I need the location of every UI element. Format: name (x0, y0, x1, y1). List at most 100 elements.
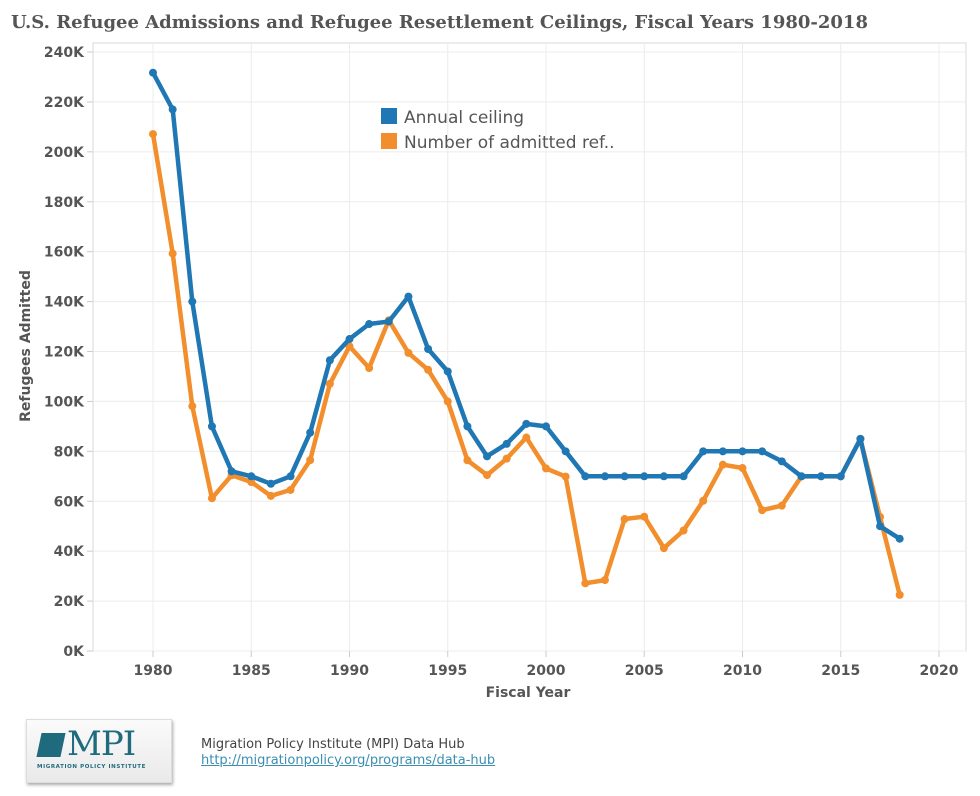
data-point (286, 472, 295, 481)
data-point (149, 130, 157, 139)
data-point (679, 526, 688, 535)
y-tick-label: 0K (63, 644, 85, 660)
y-axis-ticks: 0K 20K 40K 60K 80K 100K 120K 140K 160K 180K 200K 22… (44, 45, 93, 660)
data-point (836, 472, 845, 481)
x-tick-label: 2020 (920, 663, 959, 679)
data-point (168, 249, 177, 258)
series-group (149, 68, 904, 599)
series-number-of-admitted-ref (149, 130, 904, 599)
data-point (266, 479, 275, 488)
data-point (443, 367, 452, 376)
data-point (659, 544, 668, 553)
data-point (659, 472, 668, 481)
y-axis-title: Refugees Admitted (18, 270, 34, 422)
data-point (895, 534, 904, 543)
series-line-number-of-admitted-ref (150, 131, 902, 598)
data-point (306, 456, 315, 465)
data-point (424, 365, 433, 374)
gridlines (92, 42, 967, 652)
data-point (306, 428, 315, 437)
logo-text: MPI (67, 724, 136, 764)
data-point (561, 447, 570, 456)
data-point (502, 454, 511, 463)
data-point (797, 472, 806, 481)
data-point (168, 105, 177, 114)
data-point (365, 363, 374, 372)
data-point (738, 447, 747, 456)
y-tick-label: 240K (44, 45, 85, 61)
y-tick-label: 120K (44, 345, 85, 361)
data-point (758, 506, 767, 515)
legend: Annual ceiling Number of admitted ref.. (381, 108, 615, 153)
data-point (247, 472, 256, 481)
data-point (718, 460, 727, 469)
data-point (365, 320, 374, 329)
data-point (856, 434, 865, 443)
data-point (758, 447, 767, 456)
y-tick-label: 220K (44, 95, 85, 111)
data-point (188, 402, 197, 411)
legend-label-annual-ceiling: Annual ceiling (404, 108, 524, 128)
data-point (738, 464, 747, 473)
legend-swatch-annual-ceiling (381, 108, 397, 124)
x-tick-label: 2000 (527, 663, 566, 679)
source-name: Migration Policy Institute (MPI) Data Hu… (201, 737, 465, 752)
data-point (895, 590, 904, 599)
y-tick-label: 200K (44, 145, 85, 161)
data-point (640, 472, 649, 481)
data-point (502, 439, 511, 448)
data-point (699, 447, 708, 456)
x-tick-label: 2010 (723, 663, 762, 679)
data-point (207, 494, 216, 503)
x-tick-label: 1980 (134, 663, 173, 679)
data-point (581, 579, 590, 588)
data-point (325, 379, 334, 388)
x-axis-ticks: 1980 1985 1990 1995 2000 2005 2010 2015 2020 (134, 651, 959, 679)
legend-label-admitted: Number of admitted ref.. (404, 133, 615, 153)
data-point (581, 472, 590, 481)
data-point (149, 68, 157, 77)
mpi-logo[interactable]: MPI MIGRATION POLICY INSTITUTE (26, 719, 172, 783)
logo-mark-icon (36, 733, 66, 757)
x-tick-label: 2005 (625, 663, 664, 679)
data-point (542, 464, 550, 473)
data-point (247, 478, 256, 487)
chart-title: U.S. Refugee Admissions and Refugee Rese… (11, 12, 868, 33)
y-tick-label: 180K (44, 195, 85, 211)
series-annual-ceiling (149, 68, 904, 543)
data-point (404, 292, 413, 301)
y-tick-label: 80K (54, 444, 85, 460)
data-point (384, 317, 393, 326)
data-point (542, 422, 550, 431)
data-point (777, 501, 786, 510)
data-point (777, 457, 786, 466)
y-tick-label: 20K (54, 594, 85, 610)
y-tick-label: 100K (44, 394, 85, 410)
data-point (483, 452, 492, 461)
source-link[interactable]: http://migrationpolicy.org/programs/data… (201, 753, 496, 768)
data-point (443, 397, 452, 406)
data-point (640, 512, 649, 521)
data-point (286, 485, 295, 494)
data-point (679, 472, 688, 481)
data-point (463, 456, 472, 465)
data-point (345, 335, 354, 344)
y-tick-label: 160K (44, 245, 85, 261)
x-tick-label: 1990 (330, 663, 369, 679)
x-tick-label: 1985 (232, 663, 271, 679)
data-point (522, 419, 531, 428)
x-axis-title: Fiscal Year (486, 685, 571, 701)
data-point (325, 356, 334, 365)
data-point (424, 345, 433, 354)
data-point (600, 576, 609, 585)
data-point (227, 467, 236, 476)
y-tick-label: 40K (54, 544, 85, 560)
logo-subtext: MIGRATION POLICY INSTITUTE (37, 764, 147, 770)
data-point (600, 472, 609, 481)
data-point (483, 471, 492, 480)
line-chart: 0K 20K 40K 60K 80K 100K 120K 140K 160K 180K 200K 22… (18, 42, 967, 701)
legend-swatch-admitted (381, 133, 397, 149)
y-tick-label: 140K (44, 295, 85, 311)
data-point (188, 297, 197, 306)
data-point (620, 472, 629, 481)
